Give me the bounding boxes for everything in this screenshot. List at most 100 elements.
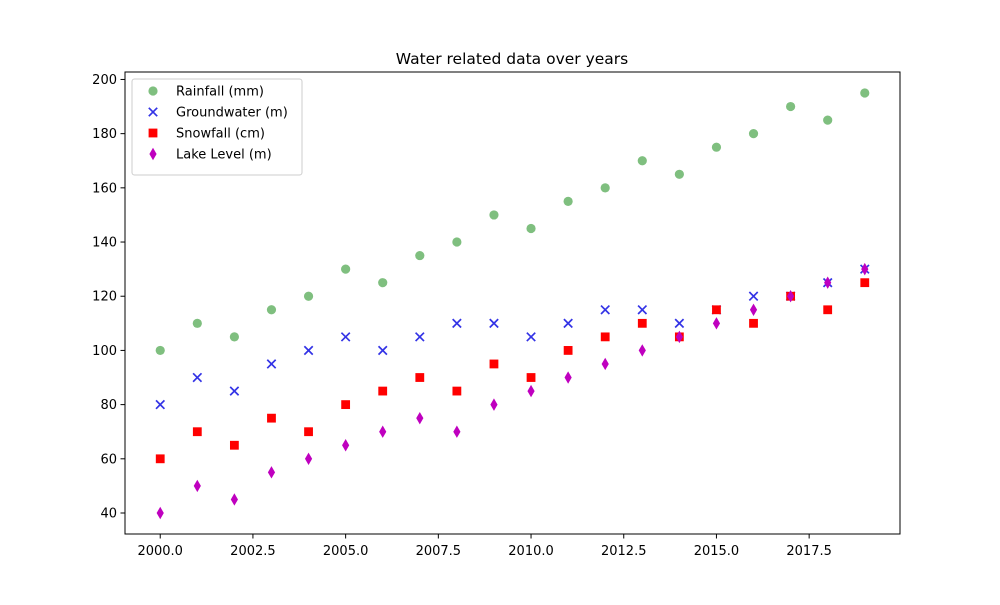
data-point: [526, 223, 536, 234]
data-point: [304, 427, 313, 437]
data-point: [192, 372, 203, 383]
data-point: [416, 411, 424, 425]
legend-label: Rainfall (mm): [176, 85, 264, 100]
data-point: [526, 332, 536, 342]
data-point: [749, 303, 758, 316]
data-point: [675, 330, 683, 344]
plot-frame: [124, 71, 901, 535]
legend: Rainfall (mm) Groundwater (m) Snowfall (cm…: [131, 78, 303, 176]
x-tick-label: 2005.0: [323, 544, 369, 559]
data-point: [674, 169, 684, 179]
data-point: [378, 278, 388, 288]
y-tick-label: 180: [92, 127, 117, 142]
axes: 2000.0 2002.5 2005.0 2007.5 2010.0 2012.5 2015…: [92, 71, 901, 559]
data-point: [229, 440, 239, 450]
data-point: [415, 373, 425, 382]
data-point: [489, 210, 499, 220]
data-point: [824, 276, 832, 289]
data-point: [823, 115, 833, 125]
data-point: [637, 156, 647, 166]
y-tick-label: 100: [92, 344, 117, 359]
data-point: [156, 506, 164, 520]
data-point: [267, 466, 276, 479]
data-point: [860, 278, 870, 288]
legend-marker: [148, 128, 158, 138]
legend-marker: [149, 147, 157, 161]
data-point: [452, 318, 462, 329]
data-point: [192, 318, 202, 328]
series-rainfall-mm: [155, 88, 870, 356]
y-tick-label: 60: [100, 452, 117, 467]
data-point: [266, 305, 277, 315]
data-point: [563, 318, 573, 329]
data-point: [266, 359, 277, 369]
x-tick-label: 2017.5: [786, 544, 832, 559]
data-point: [229, 386, 240, 396]
data-point: [787, 290, 795, 303]
legend-label: Lake Level (m): [176, 148, 272, 163]
data-point: [600, 332, 610, 342]
data-point: [712, 305, 721, 315]
data-point: [638, 344, 646, 357]
data-point: [600, 304, 611, 315]
x-tick-label: 2010.0: [508, 544, 554, 559]
legend-marker: [148, 86, 158, 96]
data-point: [415, 250, 425, 261]
legend-marker: [148, 107, 158, 117]
y-tick-label: 120: [92, 290, 117, 305]
data-point: [377, 345, 388, 356]
data-point: [155, 345, 165, 356]
data-point: [192, 427, 202, 437]
data-point: [379, 425, 387, 438]
data-point: [749, 318, 758, 328]
data-point: [452, 237, 462, 247]
data-point: [453, 425, 461, 438]
data-point: [304, 452, 313, 466]
data-point: [674, 318, 685, 329]
data-point: [711, 142, 722, 152]
data-point: [748, 291, 759, 302]
data-point: [600, 183, 610, 193]
data-point: [155, 454, 165, 464]
data-point: [823, 305, 833, 315]
data-point: [452, 386, 462, 396]
data-point: [341, 400, 351, 410]
x-tick-label: 2007.5: [416, 544, 462, 559]
data-point: [155, 399, 166, 410]
legend-item: Snowfall (cm): [148, 127, 265, 142]
data-point: [563, 346, 573, 355]
data-point: [712, 317, 721, 330]
legend-item: Lake Level (m): [149, 147, 272, 163]
data-point: [303, 291, 314, 301]
y-tick-label: 80: [100, 398, 117, 413]
series-lake-level-m: [156, 262, 869, 520]
x-tick-label: 2012.5: [601, 544, 647, 559]
data-point: [861, 262, 869, 276]
data-point: [230, 493, 238, 506]
data-point: [563, 196, 573, 206]
data-point: [489, 359, 499, 369]
chart-title: Water related data over years: [396, 50, 629, 68]
data-point: [564, 371, 572, 384]
data-point: [527, 384, 535, 398]
data-point: [490, 398, 498, 411]
y-tick-label: 200: [92, 73, 117, 88]
data-point: [378, 386, 388, 396]
legend-label: Snowfall (cm): [176, 127, 265, 142]
data-point: [340, 332, 351, 342]
data-point: [786, 101, 796, 112]
data-point: [303, 345, 314, 356]
series-groundwater-m: [155, 264, 870, 410]
data-point: [601, 357, 609, 371]
data-point: [267, 413, 276, 423]
y-tick-label: 160: [92, 181, 117, 196]
legend-label: Groundwater (m): [176, 106, 288, 121]
x-tick-label: 2015.0: [694, 544, 740, 559]
data-point: [637, 304, 648, 315]
data-point: [489, 318, 499, 329]
data-point: [229, 332, 239, 342]
legend-box: [131, 78, 303, 176]
data-point: [342, 439, 350, 452]
data-marks: [155, 88, 870, 520]
